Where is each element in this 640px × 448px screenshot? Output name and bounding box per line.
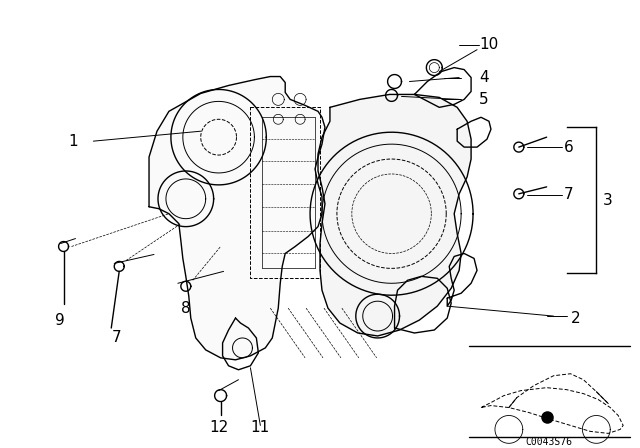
Text: 10: 10 <box>479 37 499 52</box>
Text: 11: 11 <box>251 420 270 435</box>
Text: 8: 8 <box>181 301 191 316</box>
Polygon shape <box>149 77 325 360</box>
Text: 7: 7 <box>564 187 573 202</box>
Text: 1: 1 <box>68 134 78 149</box>
Text: 5: 5 <box>479 92 489 107</box>
Text: 7: 7 <box>111 331 121 345</box>
Text: 3: 3 <box>604 193 613 208</box>
Text: 6: 6 <box>564 140 573 155</box>
Text: 4: 4 <box>479 70 489 85</box>
Polygon shape <box>318 95 471 336</box>
Text: 9: 9 <box>54 313 65 327</box>
Text: 2: 2 <box>570 310 580 326</box>
Text: C0043S76: C0043S76 <box>525 437 572 448</box>
Text: 12: 12 <box>209 420 228 435</box>
